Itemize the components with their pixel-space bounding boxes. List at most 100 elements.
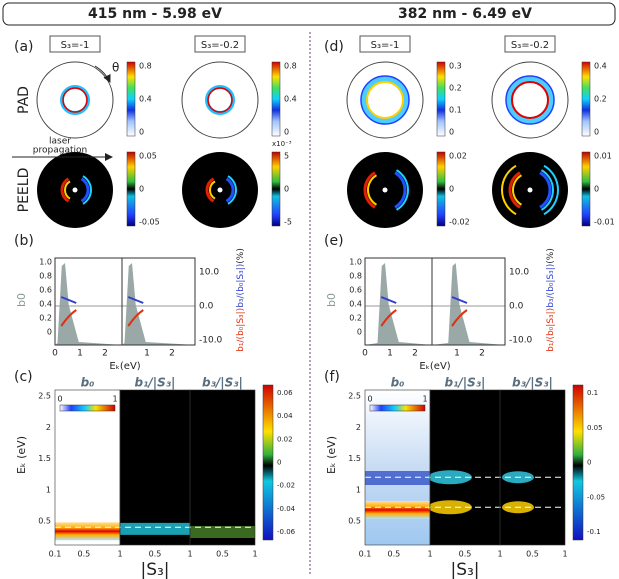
x-tick-label: 1: [427, 550, 432, 559]
inset-tick-label: 0: [57, 395, 62, 404]
panel-label: (a): [14, 39, 34, 55]
b0-peak: [432, 263, 505, 345]
x-tick-label: 1: [117, 550, 122, 559]
colorbar: [581, 61, 591, 137]
colorbar: [262, 384, 274, 541]
colorbar: [271, 61, 281, 137]
y-tick-label: 0.4: [39, 300, 52, 309]
y-label: Eₖ (eV): [15, 436, 28, 474]
y-tick-label: 1.0: [39, 258, 52, 267]
x-tick-label: 1: [252, 550, 257, 559]
colorbar-tick-label: 0: [449, 185, 454, 194]
colorbar-tick-label: -0.02: [277, 482, 295, 490]
y-tick-label: 1.5: [38, 454, 51, 463]
pad-disc: [346, 61, 424, 139]
inset-tick-label: 0: [367, 395, 372, 404]
laser-label: propagation: [33, 146, 87, 156]
colorbar-tick-label: 5: [284, 152, 289, 161]
x-tick-label: 2: [479, 349, 485, 359]
heatmap-frame: [499, 389, 566, 546]
x-label: |S₃|: [450, 560, 479, 579]
y2-label-part: (%): [236, 248, 246, 264]
peeld-arc: [501, 164, 517, 216]
b3-curve: [127, 296, 144, 304]
colorbar-tick-label: -0.1: [587, 528, 601, 536]
laser-label: laser: [49, 137, 71, 147]
colorbar-tick-label: -0.01: [594, 218, 615, 227]
y-tick-label: 0: [357, 328, 362, 337]
panel-label: (e): [324, 233, 344, 249]
heatmap-b0: [55, 390, 120, 545]
y-tick-label: 0.2: [39, 314, 52, 323]
y2-label-part: b₃/(b₀|S₃|): [236, 264, 246, 308]
peeld-arc: [225, 177, 235, 203]
colorbar-tick-label: -0.02: [449, 218, 470, 227]
s3-label: S₃=-0.2: [201, 40, 239, 51]
y-tick-label: 1.0: [349, 258, 362, 267]
x-label: Eₖ(eV): [419, 361, 450, 372]
y-tick-label: 1: [356, 485, 361, 494]
panel-label: (b): [14, 233, 34, 249]
s3-box: [194, 35, 246, 53]
x-tick-label: 0.5: [388, 550, 401, 559]
x-tick-label: 1: [387, 349, 393, 359]
colorbar-tick-label: 0: [277, 459, 281, 467]
heatmap-band: [55, 522, 120, 541]
plot-frame: [121, 257, 196, 346]
colorbar-tick-label: -0.05: [587, 493, 605, 501]
x-label: |S₃|: [140, 560, 169, 579]
pad-ring: [205, 85, 235, 115]
subplot-title: b₀: [81, 376, 96, 390]
peeld-arc: [60, 177, 70, 203]
peeld-arc: [205, 177, 215, 203]
s3-box: [504, 35, 556, 53]
peeld-arc: [543, 164, 559, 216]
b0-peak: [55, 263, 122, 345]
colorbar: [126, 151, 136, 227]
colorbar-tick-label: 0.2: [449, 84, 462, 93]
s3-label: S₃=-1: [371, 40, 400, 51]
x-tick-label: 0.5: [78, 550, 91, 559]
colorbar-tick-label: 0.02: [277, 435, 293, 443]
heatmap-band: [365, 501, 430, 519]
heatmap-band: [190, 526, 255, 538]
s3-label: S₃=-1: [61, 40, 90, 51]
plot-frame: [364, 257, 433, 346]
x-tick-label: 2: [412, 349, 418, 359]
peeld-arc: [227, 175, 237, 205]
y2-tick-label: 0.0: [509, 302, 524, 312]
colorbar-tick-label: 0: [139, 128, 144, 137]
x-tick-label: 0: [52, 349, 58, 359]
heatmap-band: [365, 471, 430, 485]
colorbar-tick-label: 0.1: [587, 389, 598, 397]
inset-tick-label: 1: [422, 395, 427, 404]
x-tick-label: 1: [187, 550, 192, 559]
b1-curve: [380, 309, 397, 327]
heatmap-b1: [430, 390, 500, 545]
y2-label-part: b₁/(b₀|S₃|): [546, 308, 556, 352]
inset-colorbar: [369, 404, 426, 412]
y2-tick-label: 0.0: [199, 302, 214, 312]
colorbar-tick-label: 0.3: [449, 62, 462, 71]
peeld-center: [527, 187, 533, 193]
y-tick-label: 2: [356, 423, 361, 432]
heatmap-b0: [365, 390, 430, 545]
inset-colorbar: [59, 404, 116, 412]
pad-ring: [366, 81, 404, 119]
peeld-center: [217, 187, 223, 193]
heatmap-band: [120, 522, 190, 535]
theta-arrow: [94, 65, 111, 83]
b0-peak: [365, 263, 432, 345]
y2-label-part: b₃/(b₀|S₃|): [546, 264, 556, 308]
y-tick-label: 0.5: [38, 517, 51, 526]
y-tick-label: 0.2: [349, 314, 362, 323]
colorbar: [126, 61, 136, 137]
peeld-arc: [512, 174, 523, 206]
y-tick-label: 0.8: [39, 272, 52, 281]
colorbar-tick-label: 0.4: [139, 95, 152, 104]
heatmap-frame: [189, 389, 256, 546]
y2-label-part: b₁/(b₀|S₃|): [236, 308, 246, 352]
pad-ring: [505, 75, 555, 125]
pad-ring: [207, 87, 233, 113]
header-right: 382 nm - 6.49 eV: [398, 6, 532, 22]
